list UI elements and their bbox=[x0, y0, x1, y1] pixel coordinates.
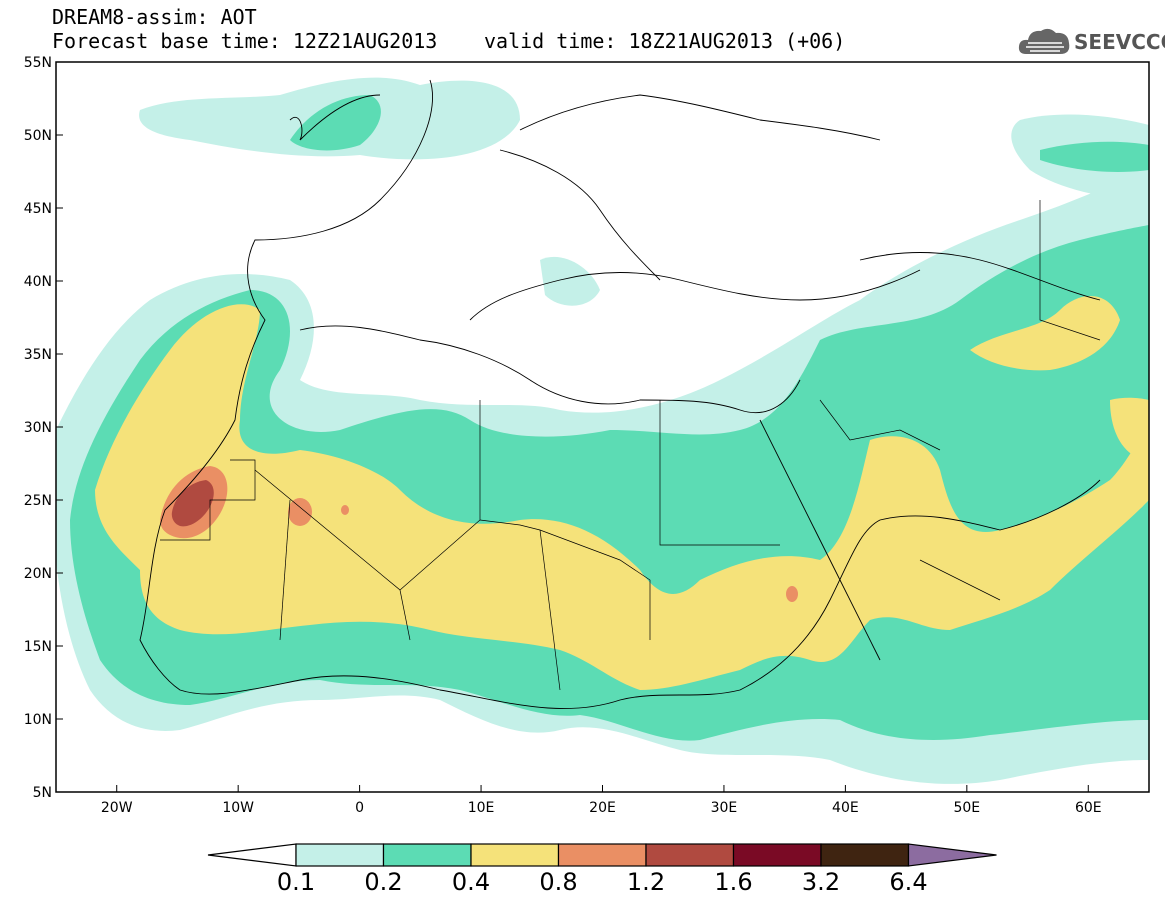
colorbar-swatch bbox=[732, 843, 822, 867]
cloud-icon bbox=[1018, 28, 1070, 54]
colorbar-swatch bbox=[645, 843, 735, 867]
aot-contours bbox=[56, 77, 1149, 784]
colorbar-low-arrow bbox=[207, 843, 297, 867]
x-tick-label: 20E bbox=[589, 800, 616, 816]
colorbar-label: 0.8 bbox=[539, 868, 578, 896]
x-tick-label: 60E bbox=[1075, 800, 1102, 816]
coastlines bbox=[139, 79, 1101, 709]
x-tick-label: 50E bbox=[953, 800, 980, 816]
colorbar-swatch bbox=[295, 843, 385, 867]
colorbar-label: 0.4 bbox=[451, 868, 491, 896]
y-tick-label: 35N bbox=[24, 347, 52, 363]
y-tick-label: 40N bbox=[24, 274, 52, 290]
x-tick-label: 30E bbox=[711, 800, 738, 816]
x-tick-label: 0 bbox=[355, 800, 364, 816]
y-tick-label: 30N bbox=[24, 420, 52, 436]
y-tick-label: 25N bbox=[24, 493, 52, 509]
logo-text: SEEVCCC bbox=[1074, 30, 1165, 54]
colorbar-label: 1.6 bbox=[714, 868, 753, 896]
y-tick-label: 50N bbox=[24, 128, 52, 144]
y-tick-label: 45N bbox=[24, 201, 52, 217]
colorbar-high-arrow bbox=[907, 843, 997, 867]
x-tick-label: 10E bbox=[468, 800, 495, 816]
seevccc-logo: SEEVCCC bbox=[1016, 24, 1165, 58]
valid-time: valid time: 18Z21AUG2013 (+06) bbox=[484, 29, 846, 53]
x-tick-label: 20W bbox=[101, 800, 133, 816]
colorbar-swatch bbox=[820, 843, 910, 867]
y-axis: 55N 50N 45N 40N 35N 30N 25N 20N 15N 10N 5N bbox=[24, 55, 63, 801]
x-axis: 20W 10W 0 10E 20E 30E 40E 50E 60E bbox=[101, 785, 1102, 816]
y-tick-label: 20N bbox=[24, 566, 52, 582]
colorbar-swatch bbox=[557, 843, 647, 867]
y-tick-label: 10N bbox=[24, 712, 52, 728]
colorbar-swatch bbox=[382, 843, 472, 867]
forecast-base-time: Forecast base time: 12Z21AUG2013 bbox=[52, 29, 438, 53]
y-tick-label: 15N bbox=[24, 639, 52, 655]
colorbar-label: 3.2 bbox=[801, 868, 841, 896]
colorbar bbox=[207, 843, 997, 867]
colorbar-swatch bbox=[470, 843, 560, 867]
colorbar-label: 6.4 bbox=[889, 868, 928, 896]
y-tick-label: 55N bbox=[24, 55, 52, 71]
colorbar-label: 0.1 bbox=[276, 868, 316, 896]
x-tick-label: 40E bbox=[832, 800, 859, 816]
colorbar-label: 1.2 bbox=[626, 868, 666, 896]
x-tick-label: 10W bbox=[222, 800, 254, 816]
y-tick-label: 5N bbox=[33, 785, 52, 801]
map-title: DREAM8-assim: AOT bbox=[52, 5, 257, 29]
colorbar-label: 0.2 bbox=[364, 868, 403, 896]
borders bbox=[160, 200, 1101, 691]
